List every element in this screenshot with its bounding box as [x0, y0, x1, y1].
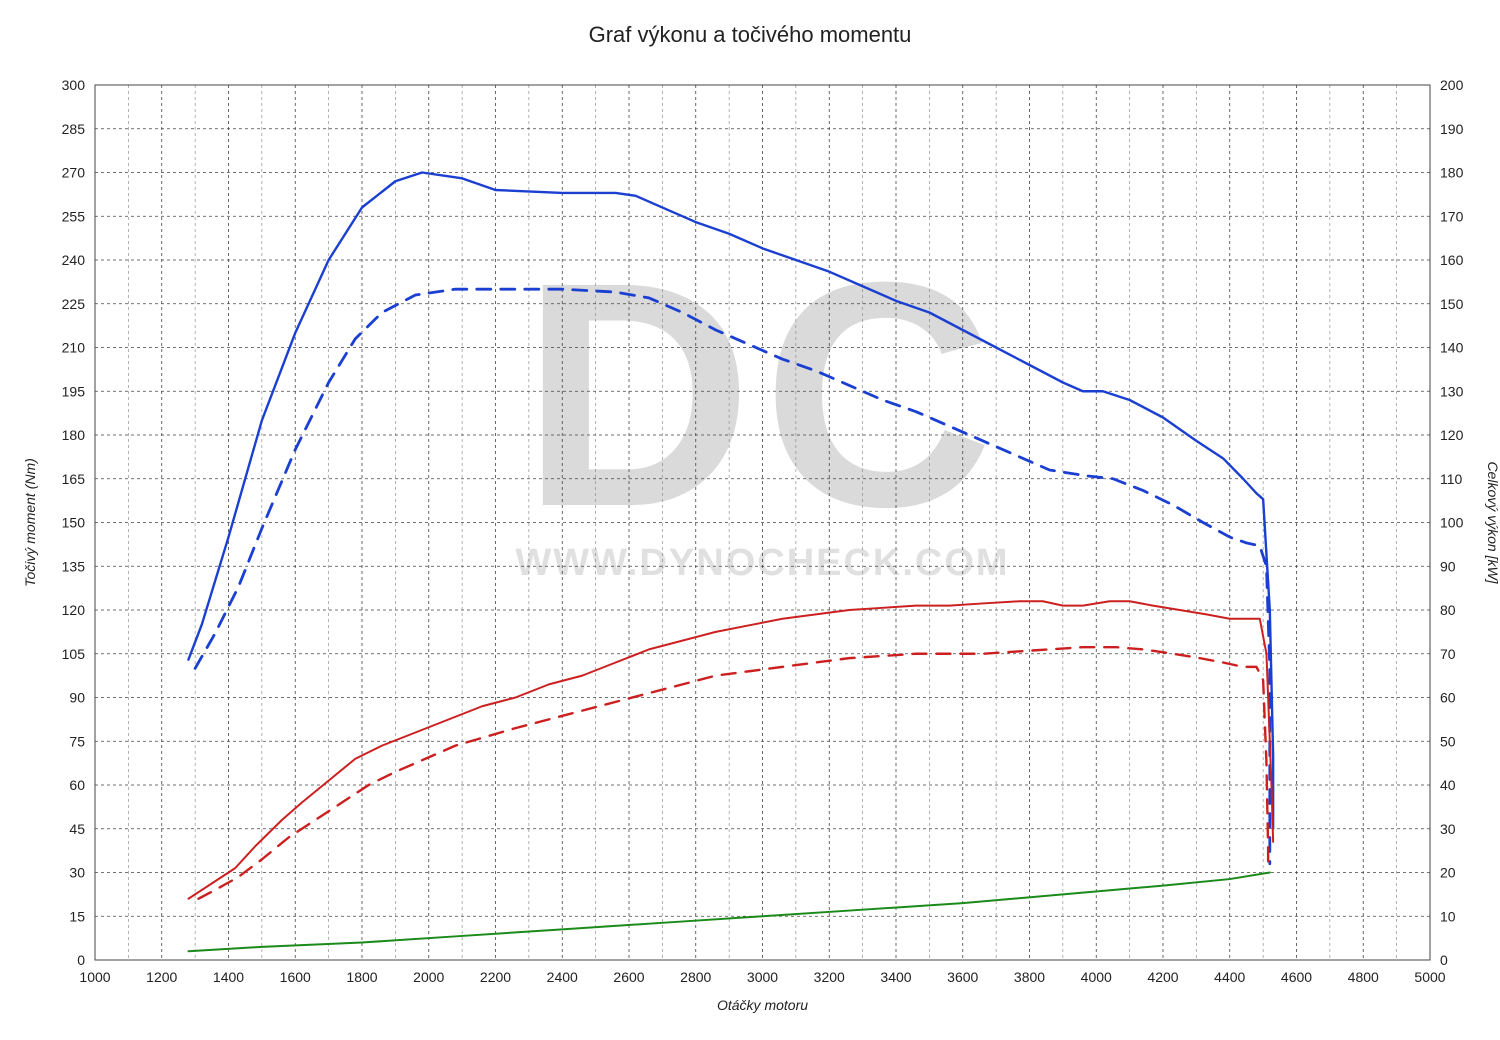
y-left-tick-label: 270 — [62, 165, 86, 181]
y-left-tick-label: 285 — [62, 121, 86, 137]
series-power_after — [188, 601, 1273, 899]
y-left-tick-label: 90 — [69, 690, 85, 706]
y-right-tick-label: 60 — [1440, 690, 1456, 706]
x-tick-label: 4600 — [1281, 969, 1312, 985]
x-tick-label: 4400 — [1214, 969, 1245, 985]
y-right-tick-label: 10 — [1440, 908, 1456, 924]
y-left-tick-label: 105 — [62, 646, 86, 662]
y-right-tick-label: 180 — [1440, 165, 1464, 181]
y-right-tick-label: 170 — [1440, 208, 1464, 224]
y-right-tick-label: 80 — [1440, 602, 1456, 618]
y-left-tick-label: 135 — [62, 558, 86, 574]
y-left-tick-label: 75 — [69, 733, 85, 749]
y-left-tick-label: 240 — [62, 252, 86, 268]
y-left-tick-label: 45 — [69, 821, 85, 837]
y-left-tick-label: 165 — [62, 471, 86, 487]
y-right-tick-label: 70 — [1440, 646, 1456, 662]
y-right-tick-label: 120 — [1440, 427, 1464, 443]
x-tick-label: 5000 — [1414, 969, 1445, 985]
y-right-tick-label: 110 — [1440, 471, 1463, 487]
x-tick-label: 3200 — [814, 969, 845, 985]
chart-container: Graf výkonu a točivého momentuDCWWW.DYNO… — [0, 0, 1500, 1040]
x-tick-label: 2400 — [547, 969, 578, 985]
y-left-tick-label: 150 — [62, 515, 86, 531]
y-right-tick-label: 20 — [1440, 865, 1456, 881]
y-right-tick-label: 40 — [1440, 777, 1456, 793]
y-left-tick-label: 210 — [62, 340, 86, 356]
y-right-tick-label: 50 — [1440, 733, 1456, 749]
y-left-tick-label: 30 — [69, 865, 85, 881]
y-right-tick-label: 150 — [1440, 296, 1464, 312]
y-left-tick-label: 120 — [62, 602, 86, 618]
x-tick-label: 4800 — [1348, 969, 1379, 985]
y-right-tick-label: 30 — [1440, 821, 1456, 837]
x-tick-label: 2200 — [480, 969, 511, 985]
x-axis-label: Otáčky motoru — [717, 997, 808, 1013]
x-tick-label: 1400 — [213, 969, 244, 985]
y-left-tick-label: 180 — [62, 427, 86, 443]
y-left-tick-label: 195 — [62, 383, 86, 399]
x-tick-label: 3400 — [880, 969, 911, 985]
y-right-tick-label: 90 — [1440, 558, 1456, 574]
x-tick-label: 1600 — [280, 969, 311, 985]
y-left-tick-label: 0 — [77, 952, 85, 968]
x-tick-label: 4000 — [1081, 969, 1112, 985]
y-right-tick-label: 0 — [1440, 952, 1448, 968]
y-right-tick-label: 140 — [1440, 340, 1464, 356]
y-left-axis-label: Točivý moment (Nm) — [22, 458, 38, 587]
x-tick-label: 4200 — [1147, 969, 1178, 985]
x-tick-label: 2000 — [413, 969, 444, 985]
x-tick-label: 3000 — [747, 969, 778, 985]
x-tick-label: 3600 — [947, 969, 978, 985]
x-tick-label: 2800 — [680, 969, 711, 985]
x-tick-label: 1000 — [79, 969, 110, 985]
y-right-tick-label: 100 — [1440, 515, 1464, 531]
y-left-tick-label: 300 — [62, 77, 86, 93]
y-left-tick-label: 255 — [62, 208, 86, 224]
series-power_before — [198, 647, 1268, 899]
chart-title: Graf výkonu a točivého momentu — [589, 22, 912, 47]
y-right-tick-label: 160 — [1440, 252, 1464, 268]
dyno-chart: Graf výkonu a točivého momentuDCWWW.DYNO… — [0, 0, 1500, 1040]
y-right-tick-label: 190 — [1440, 121, 1464, 137]
y-right-tick-label: 200 — [1440, 77, 1464, 93]
y-left-tick-label: 15 — [69, 908, 85, 924]
y-left-tick-label: 60 — [69, 777, 85, 793]
x-tick-label: 1200 — [146, 969, 177, 985]
x-tick-label: 1800 — [346, 969, 377, 985]
y-left-tick-label: 225 — [62, 296, 86, 312]
y-right-axis-label: Celkový výkon [kW] — [1485, 461, 1500, 584]
x-tick-label: 3800 — [1014, 969, 1045, 985]
x-tick-label: 2600 — [613, 969, 644, 985]
y-right-tick-label: 130 — [1440, 383, 1464, 399]
